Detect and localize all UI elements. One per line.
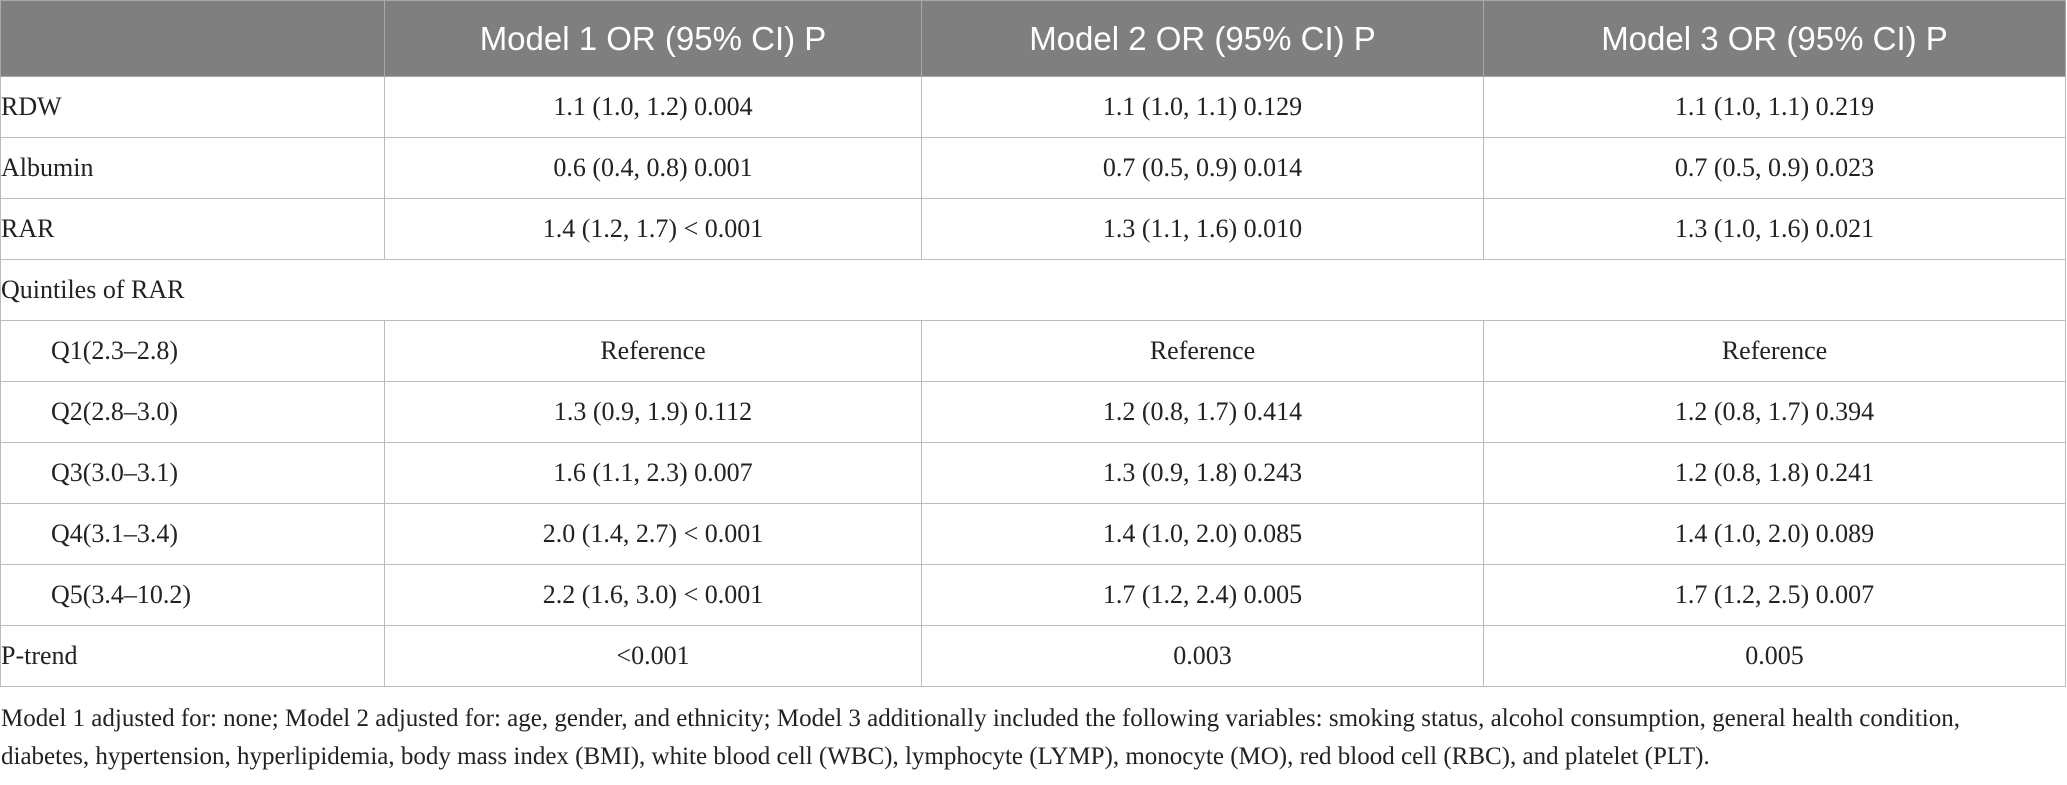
model-2-value: 1.2 (0.8, 1.7) 0.414: [921, 381, 1484, 443]
model-3-value: 1.2 (0.8, 1.8) 0.241: [1483, 442, 2066, 504]
model-3-value: Reference: [1483, 320, 2066, 382]
model-3-value: 1.7 (1.2, 2.5) 0.007: [1483, 564, 2066, 626]
row-label: Q2(2.8–3.0): [0, 381, 385, 443]
model-3-value: 0.7 (0.5, 0.9) 0.023: [1483, 137, 2066, 199]
row-label: Q1(2.3–2.8): [0, 320, 385, 382]
header-model-3: Model 3 OR (95% CI) P: [1483, 0, 2066, 77]
table-row: Q5(3.4–10.2) 2.2 (1.6, 3.0) < 0.001 1.7 …: [0, 564, 2066, 626]
model-2-value: 1.7 (1.2, 2.4) 0.005: [921, 564, 1484, 626]
table-row: Q1(2.3–2.8) Reference Reference Referenc…: [0, 320, 2066, 382]
results-table: Model 1 OR (95% CI) P Model 2 OR (95% CI…: [0, 0, 2066, 687]
model-2-value: 0.7 (0.5, 0.9) 0.014: [921, 137, 1484, 199]
model-3-value: 1.2 (0.8, 1.7) 0.394: [1483, 381, 2066, 443]
model-2-value: 1.4 (1.0, 2.0) 0.085: [921, 503, 1484, 565]
model-1-value: 1.1 (1.0, 1.2) 0.004: [384, 76, 922, 138]
row-label: RDW: [0, 76, 385, 138]
row-label: P-trend: [0, 625, 385, 687]
model-3-value: 1.1 (1.0, 1.1) 0.219: [1483, 76, 2066, 138]
model-2-value: Reference: [921, 320, 1484, 382]
table-row: Q3(3.0–3.1) 1.6 (1.1, 2.3) 0.007 1.3 (0.…: [0, 442, 2066, 504]
model-1-value: Reference: [384, 320, 922, 382]
model-1-value: 1.4 (1.2, 1.7) < 0.001: [384, 198, 922, 260]
model-1-value: 1.3 (0.9, 1.9) 0.112: [384, 381, 922, 443]
header-variable: [0, 0, 385, 77]
table-row: Q4(3.1–3.4) 2.0 (1.4, 2.7) < 0.001 1.4 (…: [0, 503, 2066, 565]
model-2-value: 1.3 (1.1, 1.6) 0.010: [921, 198, 1484, 260]
table-row: RDW 1.1 (1.0, 1.2) 0.004 1.1 (1.0, 1.1) …: [0, 76, 2066, 138]
row-label: Q3(3.0–3.1): [0, 442, 385, 504]
model-3-value: 1.3 (1.0, 1.6) 0.021: [1483, 198, 2066, 260]
table-row: RAR 1.4 (1.2, 1.7) < 0.001 1.3 (1.1, 1.6…: [0, 198, 2066, 260]
table-row: P-trend <0.001 0.003 0.005: [0, 625, 2066, 687]
section-label: Quintiles of RAR: [0, 259, 2066, 321]
row-label: Q5(3.4–10.2): [0, 564, 385, 626]
row-label: Q4(3.1–3.4): [0, 503, 385, 565]
table-row: Albumin 0.6 (0.4, 0.8) 0.001 0.7 (0.5, 0…: [0, 137, 2066, 199]
model-1-value: 2.2 (1.6, 3.0) < 0.001: [384, 564, 922, 626]
table-row: Q2(2.8–3.0) 1.3 (0.9, 1.9) 0.112 1.2 (0.…: [0, 381, 2066, 443]
model-2-value: 0.003: [921, 625, 1484, 687]
header-row: Model 1 OR (95% CI) P Model 2 OR (95% CI…: [0, 0, 2066, 77]
model-1-value: 0.6 (0.4, 0.8) 0.001: [384, 137, 922, 199]
model-1-value: 1.6 (1.1, 2.3) 0.007: [384, 442, 922, 504]
model-2-value: 1.1 (1.0, 1.1) 0.129: [921, 76, 1484, 138]
model-3-value: 1.4 (1.0, 2.0) 0.089: [1483, 503, 2066, 565]
header-model-2: Model 2 OR (95% CI) P: [921, 0, 1484, 77]
row-label: RAR: [0, 198, 385, 260]
table-footnote: Model 1 adjusted for: none; Model 2 adju…: [1, 705, 1960, 770]
section-row: Quintiles of RAR: [0, 259, 2066, 321]
model-1-value: <0.001: [384, 625, 922, 687]
model-1-value: 2.0 (1.4, 2.7) < 0.001: [384, 503, 922, 565]
row-label: Albumin: [0, 137, 385, 199]
model-2-value: 1.3 (0.9, 1.8) 0.243: [921, 442, 1484, 504]
header-model-1: Model 1 OR (95% CI) P: [384, 0, 922, 77]
model-3-value: 0.005: [1483, 625, 2066, 687]
